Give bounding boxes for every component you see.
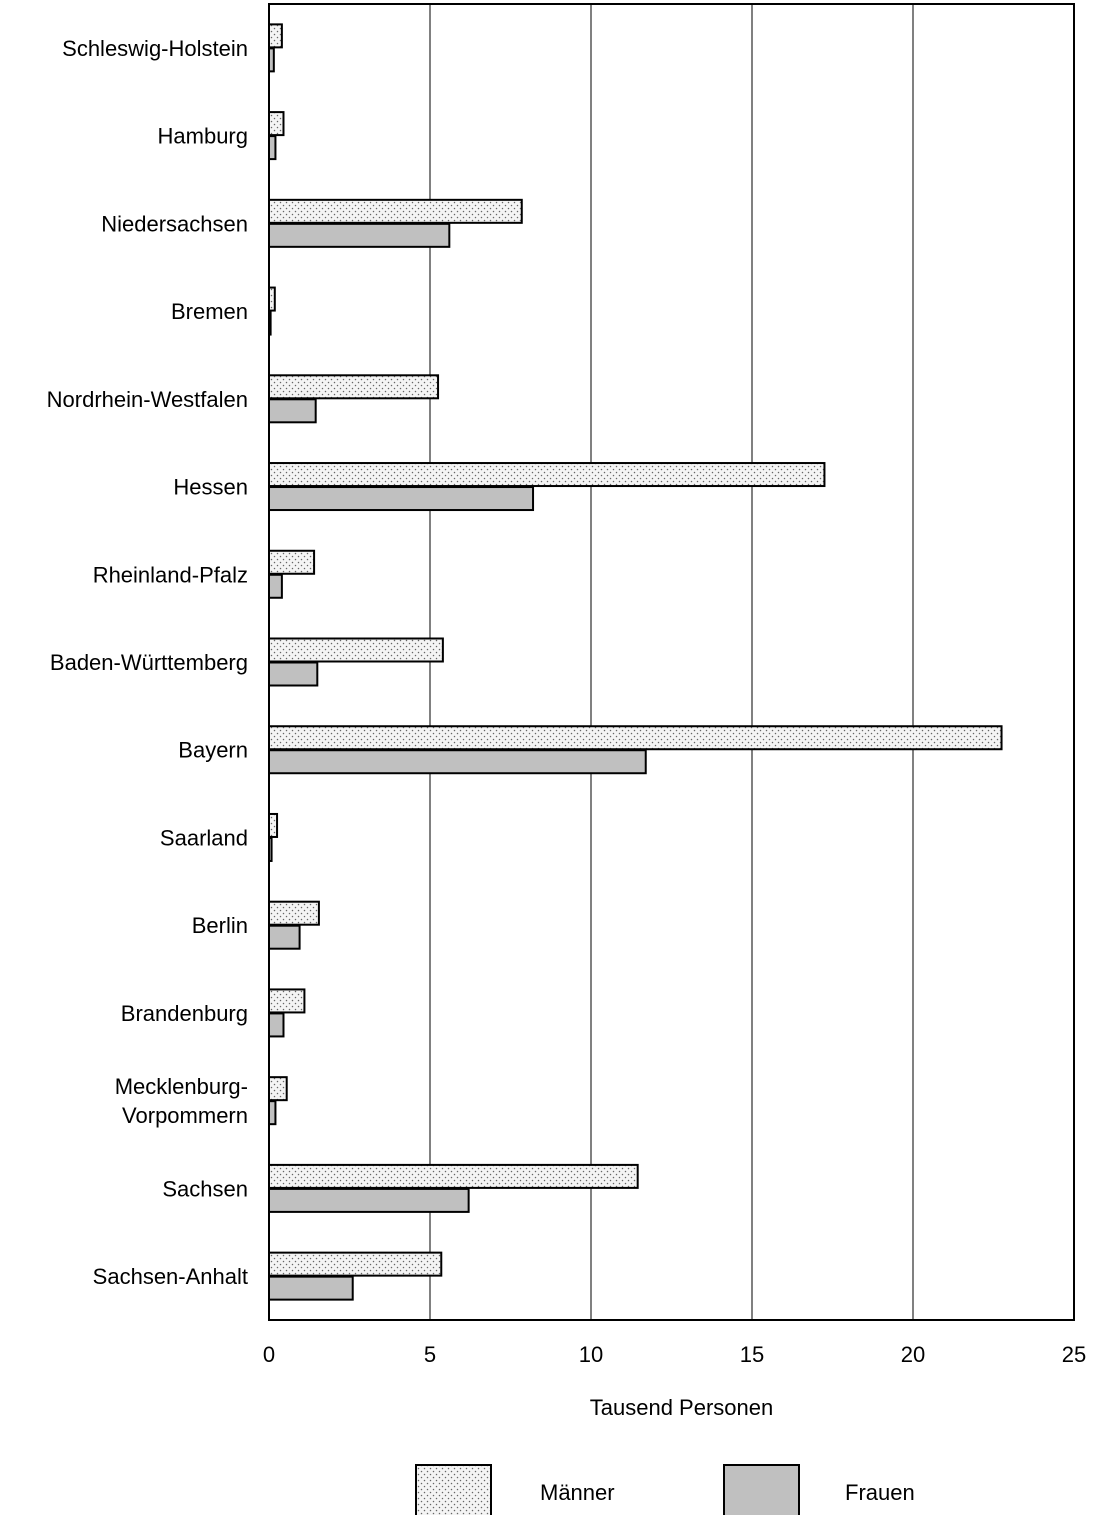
bar-frauen <box>268 1012 285 1038</box>
bar-maenner <box>268 725 1003 751</box>
x-tick-label: 0 <box>263 1342 275 1367</box>
bar-maenner <box>268 111 285 137</box>
category-label: Bremen <box>171 299 248 324</box>
bar-maenner <box>268 198 523 224</box>
legend: Männer Frauen <box>415 1464 915 1515</box>
category-label: Rheinland-Pfalz <box>93 562 248 587</box>
category-label: Baden-Württemberg <box>50 650 248 675</box>
category-label: Hamburg <box>158 124 248 149</box>
category-labels: Schleswig-Holstein Hamburg Niedersachsen Br… <box>47 36 248 1289</box>
bar-frauen <box>268 1275 354 1301</box>
bar-frauen <box>268 1187 470 1213</box>
bar-frauen <box>268 749 647 775</box>
bar-maenner <box>268 1251 443 1277</box>
category-label: Mecklenburg- <box>115 1074 248 1099</box>
legend-label-frauen: Frauen <box>845 1480 915 1505</box>
legend-label-maenner: Männer <box>540 1480 615 1505</box>
bar-maenner <box>268 1076 288 1102</box>
bar-maenner <box>268 374 440 400</box>
x-axis-label: Tausend Personen <box>590 1395 773 1420</box>
bar-frauen <box>268 222 451 248</box>
x-tick-label: 15 <box>740 1342 764 1367</box>
x-tick-label: 20 <box>901 1342 925 1367</box>
category-label: Vorpommern <box>122 1103 248 1128</box>
bars <box>268 23 1003 1301</box>
bar-maenner <box>268 900 320 926</box>
x-tick-label: 25 <box>1062 1342 1086 1367</box>
category-label: Sachsen <box>162 1176 248 1201</box>
x-tick-labels: 0 5 10 15 20 25 <box>263 1342 1086 1367</box>
plot-frame <box>268 3 1075 1321</box>
category-label: Berlin <box>192 913 248 938</box>
category-label: Saarland <box>160 825 248 850</box>
bar-frauen <box>268 661 319 687</box>
bar-maenner <box>268 549 316 575</box>
legend-swatch-frauen <box>723 1464 800 1515</box>
category-label: Schleswig-Holstein <box>62 36 248 61</box>
bar-maenner <box>268 23 283 49</box>
bar-maenner <box>268 812 279 838</box>
bar-frauen <box>268 924 301 950</box>
category-label: Niedersachsen <box>101 211 248 236</box>
x-tick-label: 5 <box>424 1342 436 1367</box>
category-label: Brandenburg <box>121 1001 248 1026</box>
bar-frauen <box>268 573 283 599</box>
bar-maenner <box>268 988 306 1014</box>
category-label: Bayern <box>178 738 248 763</box>
bar-maenner <box>268 637 444 663</box>
legend-swatch-maenner <box>415 1464 492 1515</box>
bar-frauen <box>268 486 535 512</box>
category-label: Nordrhein-Westfalen <box>47 387 248 412</box>
bar-maenner <box>268 1163 639 1189</box>
x-tick-label: 10 <box>579 1342 603 1367</box>
category-label: Hessen <box>173 475 248 500</box>
category-label: Sachsen-Anhalt <box>93 1264 248 1289</box>
bar-frauen <box>268 398 317 424</box>
bar-maenner <box>268 462 826 488</box>
